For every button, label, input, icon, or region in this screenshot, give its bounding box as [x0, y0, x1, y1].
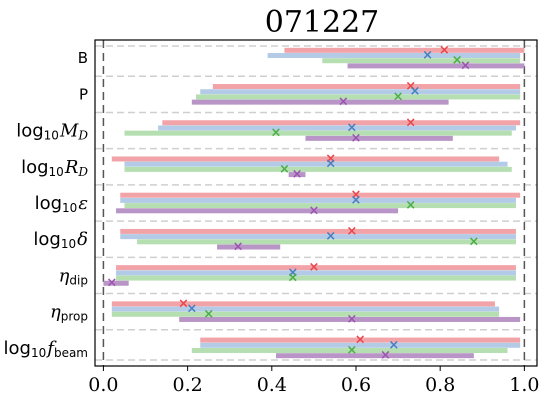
range-bar: [120, 228, 516, 234]
best-fit-marker: ×: [178, 296, 189, 311]
best-fit-marker: ×: [203, 307, 214, 322]
best-fit-marker: ×: [186, 302, 197, 317]
parameter-label: log10RD: [21, 156, 88, 179]
range-bar: [111, 301, 495, 307]
range-bar: [179, 316, 521, 322]
range-bar: [200, 342, 521, 348]
best-fit-marker: ×: [409, 84, 420, 99]
best-fit-marker: ×: [346, 224, 357, 239]
best-fit-marker: ×: [325, 157, 336, 172]
reference-lines: [102, 40, 526, 366]
best-fit-marker: ×: [325, 151, 336, 166]
parameter-label: B: [78, 49, 88, 67]
parameter-label: log10fbeam: [4, 337, 88, 360]
x-tick-label: 0.2: [173, 374, 203, 396]
best-fit-marker: ×: [338, 95, 349, 110]
range-bar: [124, 161, 508, 167]
parameter-label: P: [79, 85, 88, 103]
best-fit-marker: ×: [351, 188, 362, 203]
best-fit-marker: ×: [287, 265, 298, 280]
best-fit-marker: ×: [346, 312, 357, 327]
parameter-label: log10MD: [16, 120, 88, 143]
best-fit-marker: ×: [346, 120, 357, 135]
best-fit-marker: ×: [405, 198, 416, 213]
range-bar: [288, 172, 306, 178]
best-fit-marker: ×: [355, 333, 366, 348]
best-fit-marker: ×: [308, 260, 319, 275]
range-bar: [284, 47, 525, 53]
best-fit-marker: ×: [287, 271, 298, 286]
range-bar: [276, 353, 474, 359]
range-bar: [137, 239, 516, 245]
best-fit-marker: ×: [468, 234, 479, 249]
range-bar: [162, 120, 521, 126]
best-fit-marker: ×: [346, 343, 357, 358]
range-bars: [103, 47, 525, 359]
best-fit-marker: ×: [405, 79, 416, 94]
best-fit-marker: ×: [422, 48, 433, 63]
range-bar: [124, 166, 512, 172]
best-fit-marker: ×: [233, 240, 244, 255]
x-tick-label: 0.4: [257, 374, 287, 396]
parameter-label: ηprop: [50, 301, 88, 324]
x-tick-label: 0.8: [425, 374, 455, 396]
range-bar: [120, 197, 516, 203]
plot-frame: [94, 39, 538, 367]
range-bar: [191, 99, 449, 105]
best-fit-marker: ×: [351, 193, 362, 208]
range-bar: [217, 244, 281, 250]
x-tick-label: 0.0: [88, 374, 118, 396]
range-bar: [116, 275, 516, 281]
best-fit-marker: ×: [106, 276, 117, 291]
range-bar: [120, 234, 516, 240]
range-bar: [124, 130, 512, 136]
range-bar: [116, 208, 399, 214]
row-separators: [95, 45, 537, 361]
best-fit-marker: ×: [393, 89, 404, 104]
best-fit-marker: ×: [279, 162, 290, 177]
x-axis-ticks: 0.0 0.2 0.4 0.6 0.8 1.0: [88, 366, 539, 396]
range-bar: [347, 63, 525, 69]
parameter-label: log10δ: [33, 229, 88, 252]
best-fit-markers: ×× ××××××××× ×××× ××× ×××× ×××××××× × ×× ×× ×: [106, 43, 479, 363]
range-bar: [103, 280, 129, 286]
range-bar: [116, 265, 516, 271]
best-fit-marker: ×: [439, 43, 450, 58]
range-bar: [120, 192, 521, 198]
range-bar: [200, 337, 521, 343]
range-bar: [267, 53, 521, 59]
parameter-label: ηdip: [59, 265, 88, 288]
chart-title: 071227: [265, 5, 380, 40]
range-bar: [322, 58, 521, 64]
range-bar: [305, 135, 453, 141]
best-fit-marker: ×: [325, 229, 336, 244]
best-fit-marker: ×: [308, 203, 319, 218]
best-fit-marker: ×: [292, 167, 303, 182]
best-fit-marker: ×: [460, 58, 471, 73]
range-bar: [111, 311, 500, 317]
range-bar: [212, 84, 521, 90]
best-fit-marker: ×: [271, 126, 282, 141]
range-bar: [111, 156, 500, 162]
range-bar: [191, 347, 508, 353]
range-bar: [200, 89, 521, 95]
range-bar: [124, 203, 516, 209]
x-tick-label: 0.6: [341, 374, 371, 396]
parameter-label: log10ε: [35, 193, 88, 216]
range-bar: [116, 270, 516, 276]
best-fit-marker: ×: [388, 338, 399, 353]
range-bar: [158, 125, 516, 131]
range-bar: [111, 306, 500, 312]
x-tick-label: 1.0: [509, 374, 539, 396]
best-fit-marker: ×: [452, 53, 463, 68]
best-fit-marker: ×: [351, 131, 362, 146]
best-fit-marker: ×: [405, 115, 416, 130]
best-fit-marker: ×: [380, 348, 391, 363]
range-bar: [196, 94, 521, 100]
